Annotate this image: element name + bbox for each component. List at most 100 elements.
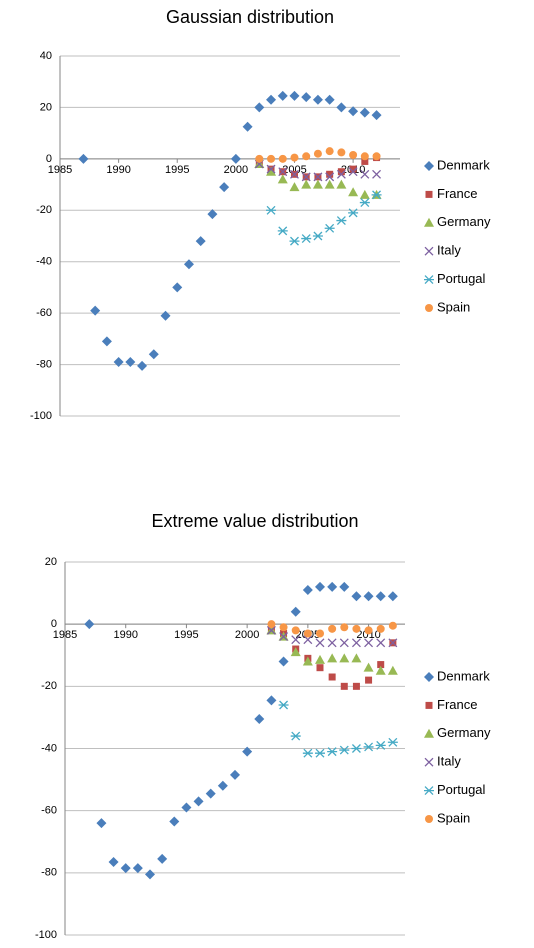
marker	[388, 621, 397, 630]
y-tick-label: 40	[40, 50, 52, 62]
marker	[376, 638, 386, 648]
marker	[339, 638, 349, 648]
marker	[290, 647, 301, 657]
marker	[363, 591, 374, 602]
marker	[324, 223, 335, 233]
series	[267, 620, 397, 638]
marker	[289, 90, 300, 101]
marker	[301, 179, 312, 189]
marker	[267, 620, 276, 629]
marker	[359, 189, 370, 199]
marker	[108, 856, 119, 867]
marker	[372, 152, 381, 161]
y-tick-label: -60	[36, 307, 52, 319]
marker	[291, 626, 300, 635]
marker	[352, 682, 360, 690]
marker	[424, 275, 434, 285]
marker	[312, 94, 323, 105]
marker	[349, 165, 357, 173]
marker	[388, 638, 398, 648]
legend-label: Italy	[437, 754, 461, 769]
marker	[315, 581, 325, 592]
marker	[424, 786, 434, 796]
chart: Extreme value distribution -100 -80 -60 -40 -…	[35, 511, 491, 941]
y-tick-label: -40	[36, 256, 52, 268]
marker	[325, 147, 334, 156]
marker	[361, 157, 369, 165]
marker	[348, 208, 359, 218]
marker	[291, 635, 301, 645]
x-tick-label: 1995	[174, 629, 198, 641]
marker	[424, 246, 434, 256]
marker	[363, 742, 374, 752]
marker	[324, 179, 335, 189]
marker	[324, 94, 335, 105]
marker	[301, 92, 312, 103]
marker	[315, 654, 325, 664]
marker	[339, 581, 350, 592]
marker	[339, 745, 350, 755]
marker	[278, 656, 289, 667]
chart-title: Extreme value distribution	[151, 511, 358, 531]
legend-label: Spain	[437, 810, 470, 825]
y-tick-label: -40	[41, 742, 57, 754]
series	[266, 625, 398, 648]
marker	[371, 110, 382, 121]
y-tick-label: -60	[41, 805, 57, 817]
marker	[364, 626, 373, 635]
marker	[312, 179, 323, 189]
marker	[242, 746, 253, 757]
series	[278, 700, 398, 758]
marker	[327, 653, 338, 663]
marker	[326, 170, 334, 178]
marker	[387, 591, 398, 602]
x-tick-label: 1995	[165, 164, 189, 176]
y-tick-label: 20	[45, 556, 57, 568]
marker	[375, 740, 386, 750]
marker	[183, 259, 194, 270]
marker	[349, 151, 358, 159]
marker	[302, 656, 313, 666]
marker	[290, 731, 301, 741]
x-tick-label: 2010	[356, 629, 380, 641]
marker	[372, 169, 382, 179]
marker	[125, 357, 136, 367]
marker	[364, 638, 374, 648]
series	[84, 581, 398, 880]
marker	[217, 780, 228, 791]
y-tick-label: -100	[30, 410, 52, 422]
marker	[278, 700, 289, 710]
marker	[424, 672, 434, 682]
marker	[148, 349, 159, 360]
marker	[113, 357, 124, 367]
marker	[316, 629, 324, 638]
marker	[425, 304, 433, 312]
marker	[181, 802, 192, 813]
marker	[313, 172, 323, 182]
marker	[315, 748, 325, 758]
marker	[278, 154, 287, 163]
marker	[371, 190, 382, 200]
marker	[169, 816, 180, 827]
marker	[316, 664, 324, 672]
marker	[327, 747, 338, 757]
y-tick-label: -80	[41, 867, 57, 879]
marker	[277, 174, 288, 184]
marker	[336, 102, 347, 113]
marker	[337, 168, 345, 176]
marker	[351, 591, 362, 602]
marker	[339, 653, 350, 663]
marker	[360, 169, 370, 179]
marker	[195, 236, 206, 247]
marker	[160, 310, 171, 321]
legend-label: Germany	[437, 214, 491, 229]
x-tick-label: 1990	[113, 629, 137, 641]
y-tick-label: 0	[46, 153, 52, 165]
marker	[301, 234, 312, 244]
chart: Gaussian distribution -100 -80 -60 -40 -20 0 20…	[30, 7, 491, 422]
marker	[302, 584, 313, 595]
marker	[157, 853, 168, 864]
marker	[230, 153, 241, 164]
marker	[375, 591, 386, 602]
